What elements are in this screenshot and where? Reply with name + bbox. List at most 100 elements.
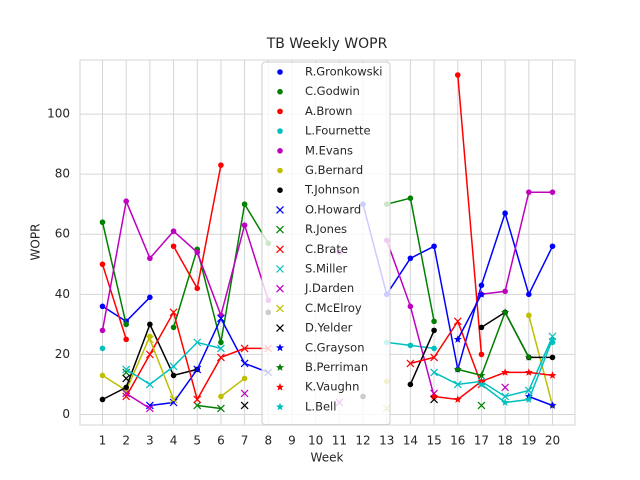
x-tick-label: 5	[193, 434, 201, 448]
legend-label: G.Bernard	[305, 163, 363, 177]
point	[431, 327, 437, 334]
point	[193, 365, 202, 374]
point	[453, 380, 462, 389]
point	[477, 371, 486, 379]
legend-label: K.Vaughn	[305, 380, 359, 394]
point	[241, 222, 248, 229]
point	[526, 291, 532, 298]
point	[169, 395, 178, 404]
point	[194, 249, 201, 256]
point	[407, 342, 414, 349]
legend-label: C.Brate	[305, 242, 348, 256]
point	[524, 368, 533, 376]
point	[453, 317, 462, 326]
legend-marker	[277, 167, 283, 174]
series-line	[434, 371, 553, 401]
legend-marker	[276, 245, 284, 254]
point	[478, 282, 485, 289]
point	[99, 345, 106, 352]
point	[147, 294, 153, 301]
series-line	[480, 339, 554, 404]
x-tick-label: 4	[170, 434, 178, 448]
point	[240, 344, 249, 353]
point	[170, 372, 177, 379]
legend-marker	[277, 108, 283, 115]
legend-marker	[276, 324, 284, 333]
legend-label: C.Godwin	[305, 84, 360, 98]
legend-label: S.Miller	[305, 262, 348, 276]
y-tick-label: 20	[55, 347, 70, 361]
x-axis-label: Week	[311, 451, 344, 465]
point	[549, 354, 556, 361]
legend-marker	[277, 148, 283, 154]
point	[407, 303, 414, 310]
legend-marker	[276, 402, 284, 411]
point	[430, 353, 439, 362]
legend-label: R.Gronkowski	[305, 65, 383, 79]
point	[123, 336, 129, 343]
point	[170, 324, 177, 331]
point	[407, 381, 414, 388]
legend: R.Gronkowski C.Godwin A.Brown L.Fournette M.…	[261, 61, 391, 426]
legend-marker	[277, 187, 283, 193]
chart-title: TB Weekly WOPR	[266, 36, 388, 52]
point	[216, 353, 225, 362]
point	[145, 404, 154, 413]
point	[145, 380, 154, 389]
point	[240, 359, 249, 368]
point	[526, 189, 532, 195]
point	[478, 324, 485, 331]
point	[453, 395, 462, 403]
y-tick-label: 60	[55, 227, 70, 241]
point	[501, 398, 510, 406]
y-axis-label: WOPR	[29, 224, 43, 261]
point	[145, 350, 154, 359]
x-tick-label: 9	[288, 434, 296, 448]
point	[122, 365, 131, 374]
x-tick-label: 13	[379, 434, 394, 448]
legend-marker	[276, 205, 284, 214]
point	[431, 345, 437, 352]
point	[501, 308, 510, 316]
point	[169, 308, 178, 317]
legend-marker	[276, 284, 284, 293]
point	[169, 398, 178, 407]
point	[122, 392, 131, 401]
x-tick-label: 16	[450, 434, 465, 448]
point	[99, 219, 106, 226]
legend-label: O.Howard	[305, 202, 361, 216]
legend-label: C.McElroy	[305, 301, 362, 315]
point	[122, 374, 131, 383]
legend-frame	[261, 61, 391, 426]
legend-marker	[277, 128, 283, 134]
legend-label: A.Brown	[305, 104, 352, 118]
point	[145, 401, 154, 410]
point	[407, 195, 414, 201]
x-tick-label: 6	[217, 434, 225, 448]
point	[170, 228, 177, 235]
x-tick-label: 2	[122, 434, 130, 448]
point	[453, 365, 462, 373]
y-tick-label: 100	[47, 107, 70, 121]
point	[240, 401, 249, 410]
point	[241, 201, 248, 207]
y-tick-label: 0	[62, 407, 70, 421]
series-line	[457, 293, 553, 407]
point	[147, 255, 153, 262]
point	[477, 401, 486, 410]
point	[147, 333, 153, 340]
point	[218, 393, 224, 400]
point	[477, 290, 486, 298]
legend-label: T.Johnson	[304, 183, 360, 197]
point	[145, 335, 154, 344]
point	[453, 335, 462, 343]
point	[430, 392, 439, 400]
point	[216, 404, 225, 413]
point	[501, 383, 510, 392]
point	[218, 339, 224, 346]
point	[548, 401, 557, 409]
legend-label: R.Jones	[305, 222, 347, 236]
point	[193, 395, 202, 404]
point	[123, 198, 129, 204]
point	[99, 327, 106, 334]
